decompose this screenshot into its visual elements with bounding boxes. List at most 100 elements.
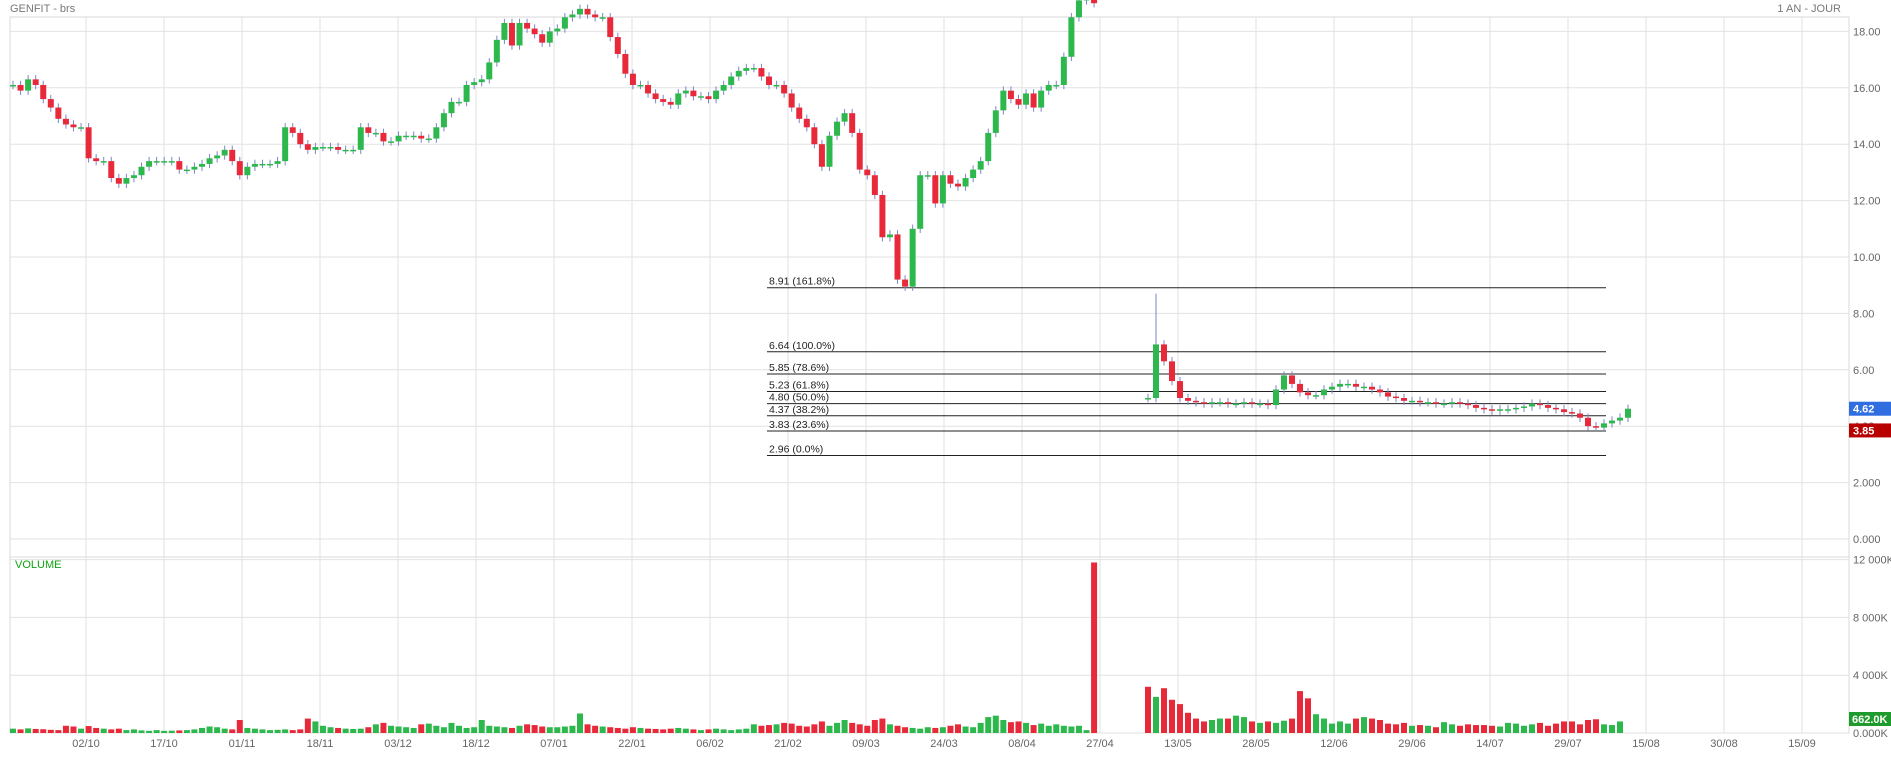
candle-body bbox=[1625, 409, 1631, 418]
volume-bar bbox=[842, 720, 848, 733]
candle-body bbox=[1353, 384, 1359, 387]
date-tick-label: 14/07 bbox=[1476, 738, 1504, 750]
volume-bar bbox=[721, 729, 727, 733]
volume-bar bbox=[1489, 726, 1495, 733]
date-tick-label: 29/06 bbox=[1398, 738, 1426, 750]
volume-bar bbox=[305, 719, 311, 733]
volume-bar bbox=[1015, 721, 1021, 733]
fibonacci-label: 6.64 (100.0%) bbox=[769, 340, 835, 352]
candle-body bbox=[1068, 17, 1074, 56]
candle-body bbox=[448, 102, 454, 113]
volume-bar bbox=[70, 726, 76, 733]
candle-body bbox=[736, 71, 742, 77]
fibonacci-label: 4.80 (50.0%) bbox=[769, 392, 829, 404]
volume-bar bbox=[1609, 725, 1615, 733]
candle-body bbox=[1281, 375, 1287, 389]
candle-body bbox=[1457, 402, 1463, 404]
date-tick-label: 18/11 bbox=[307, 738, 334, 750]
volume-bar bbox=[199, 728, 205, 733]
fibonacci-label: 5.23 (61.8%) bbox=[769, 380, 829, 392]
volume-bar bbox=[758, 726, 764, 733]
volume-tick-label: 8 000K bbox=[1853, 612, 1889, 624]
candle-body bbox=[547, 31, 553, 42]
volume-bar bbox=[978, 723, 984, 733]
candle-body bbox=[154, 161, 160, 163]
volume-bar bbox=[1377, 720, 1383, 733]
volume-bar bbox=[1193, 719, 1199, 733]
volume-bar bbox=[864, 726, 870, 733]
candle-body bbox=[1569, 412, 1575, 414]
volume-bar bbox=[698, 730, 704, 733]
volume-bar bbox=[645, 729, 651, 733]
date-tick-label: 17/10 bbox=[150, 738, 178, 750]
volume-bar bbox=[1145, 687, 1151, 733]
candle-body bbox=[1385, 392, 1391, 396]
volume-bar bbox=[562, 726, 568, 733]
volume-bar bbox=[1617, 721, 1623, 733]
candle-body bbox=[1185, 398, 1191, 401]
volume-bar bbox=[184, 730, 190, 733]
candle-body bbox=[40, 85, 46, 99]
candle-body bbox=[25, 79, 31, 90]
candle-body bbox=[10, 85, 16, 87]
candle-body bbox=[86, 127, 92, 158]
candle-body bbox=[1593, 426, 1599, 428]
volume-bar bbox=[804, 726, 810, 733]
volume-bar bbox=[1417, 725, 1423, 733]
volume-bar bbox=[365, 727, 371, 733]
volume-bar bbox=[169, 731, 175, 733]
date-tick-label: 27/04 bbox=[1086, 738, 1114, 750]
period-label[interactable]: 1 AN - JOUR bbox=[1777, 3, 1841, 15]
volume-bar bbox=[176, 730, 182, 733]
volume-bar bbox=[1521, 726, 1527, 733]
volume-bar bbox=[1473, 725, 1479, 733]
volume-bar bbox=[985, 717, 991, 733]
volume-bar bbox=[902, 727, 908, 733]
candle-body bbox=[229, 150, 235, 161]
candle-body bbox=[433, 127, 439, 138]
volume-bar bbox=[222, 729, 228, 733]
volume-bar bbox=[1441, 722, 1447, 733]
volume-bar bbox=[1031, 725, 1037, 733]
candle-body bbox=[781, 85, 787, 93]
volume-bar bbox=[1000, 720, 1006, 733]
volume-bar bbox=[191, 729, 197, 733]
candle-body bbox=[690, 91, 696, 97]
volume-bar bbox=[494, 726, 500, 733]
volume-bar bbox=[33, 729, 39, 733]
date-tick-label: 15/09 bbox=[1788, 738, 1816, 750]
volume-bar bbox=[1337, 721, 1343, 733]
volume-bar bbox=[297, 729, 303, 733]
volume-bar bbox=[154, 730, 160, 733]
volume-bar bbox=[86, 726, 92, 733]
candle-body bbox=[199, 164, 205, 167]
volume-bar bbox=[1569, 721, 1575, 733]
candle-body bbox=[887, 234, 893, 237]
price-tick-label: 12.00 bbox=[1853, 196, 1881, 208]
volume-bar bbox=[1008, 722, 1014, 733]
candle-body bbox=[834, 122, 840, 136]
volume-bar bbox=[963, 726, 969, 733]
candle-body bbox=[1241, 402, 1247, 404]
candle-body bbox=[1053, 85, 1059, 87]
candle-body bbox=[1537, 404, 1543, 406]
candle-body bbox=[660, 99, 666, 102]
volume-bar bbox=[1209, 720, 1215, 733]
candle-body bbox=[1321, 390, 1327, 396]
volume-bar bbox=[358, 729, 364, 733]
volume-bar bbox=[320, 726, 326, 733]
volume-bar bbox=[1068, 726, 1074, 733]
volume-bar bbox=[743, 729, 749, 733]
volume-bar bbox=[1084, 730, 1090, 733]
volume-bar bbox=[1161, 688, 1167, 733]
grid bbox=[10, 17, 1849, 733]
candle-body bbox=[93, 158, 99, 161]
volume-panel-frame bbox=[10, 557, 1849, 733]
volume-bar bbox=[1257, 723, 1263, 733]
candle-body bbox=[842, 113, 848, 121]
candle-body bbox=[48, 99, 54, 107]
candle-body bbox=[55, 108, 61, 119]
candle-body bbox=[358, 127, 364, 150]
volume-bar bbox=[706, 729, 712, 733]
candle-body bbox=[290, 127, 296, 133]
